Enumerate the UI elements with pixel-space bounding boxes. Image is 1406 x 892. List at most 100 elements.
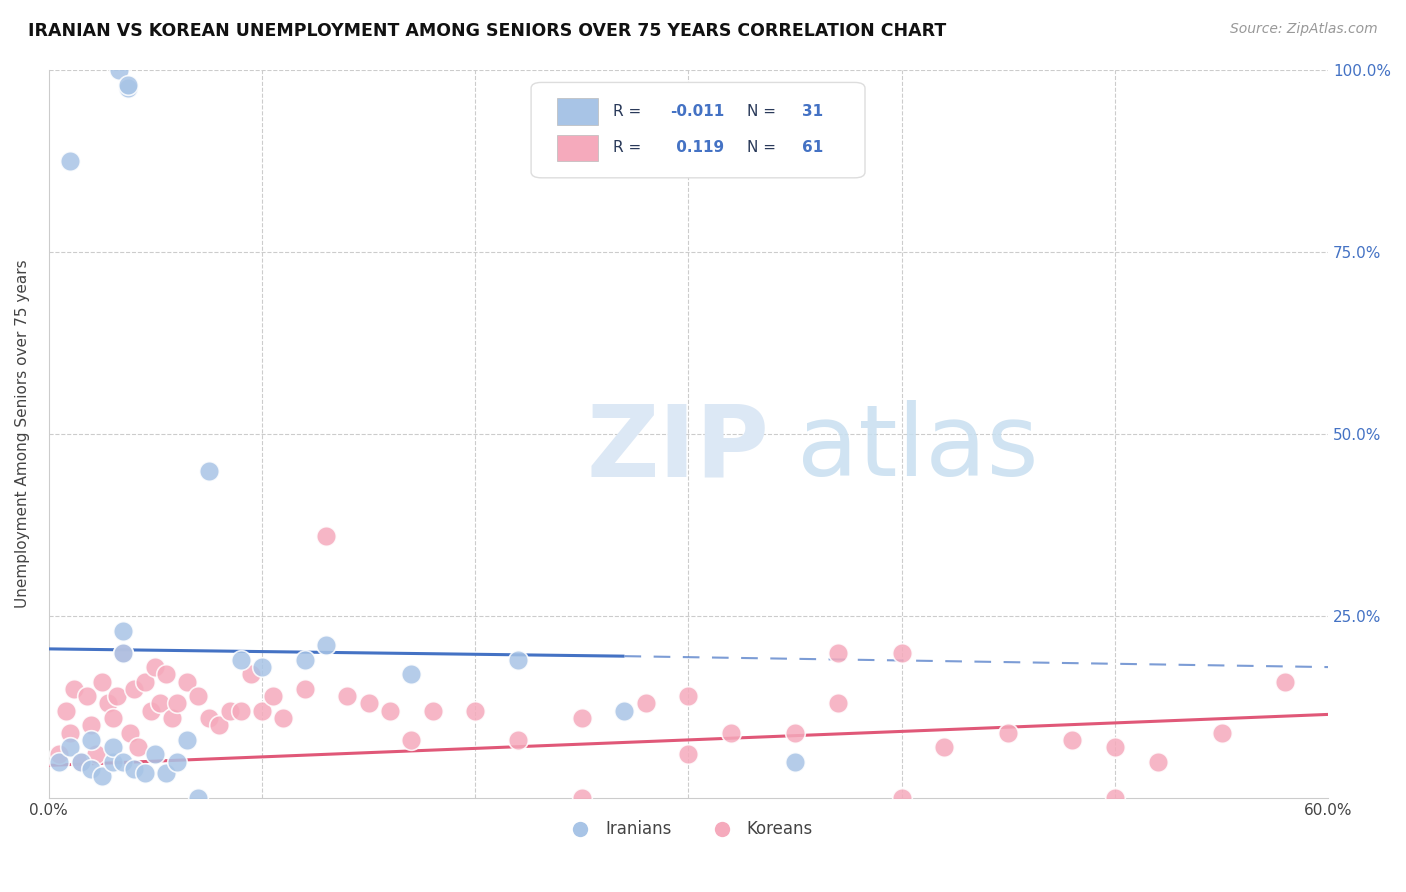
Point <box>69 755 91 769</box>
Point <box>155 667 177 681</box>
Point <box>122 681 145 696</box>
Point <box>422 704 444 718</box>
Point <box>262 690 284 704</box>
Point <box>162 711 184 725</box>
Point <box>1211 725 1233 739</box>
Point <box>101 740 124 755</box>
Point <box>101 755 124 769</box>
Text: ZIP: ZIP <box>586 401 769 497</box>
Point <box>80 718 103 732</box>
Point <box>678 747 700 762</box>
Point <box>59 740 82 755</box>
Text: Source: ZipAtlas.com: Source: ZipAtlas.com <box>1230 22 1378 37</box>
Point <box>219 704 242 718</box>
Point <box>890 791 912 805</box>
Point <box>48 747 70 762</box>
Point <box>117 81 139 95</box>
Text: N =: N = <box>748 104 782 119</box>
Point <box>69 755 91 769</box>
Text: IRANIAN VS KOREAN UNEMPLOYMENT AMONG SENIORS OVER 75 YEARS CORRELATION CHART: IRANIAN VS KOREAN UNEMPLOYMENT AMONG SEN… <box>28 22 946 40</box>
FancyBboxPatch shape <box>557 98 598 125</box>
Point <box>464 704 486 718</box>
Point <box>229 653 252 667</box>
Point <box>105 690 128 704</box>
Point <box>112 624 135 638</box>
Point <box>166 755 188 769</box>
Point <box>1274 674 1296 689</box>
Point <box>827 697 849 711</box>
Point <box>187 690 209 704</box>
Point <box>145 660 167 674</box>
Point <box>55 704 77 718</box>
Point <box>112 646 135 660</box>
Point <box>250 704 273 718</box>
Point <box>271 711 294 725</box>
Point <box>357 697 380 711</box>
Legend: Iranians, Koreans: Iranians, Koreans <box>557 814 820 845</box>
Point <box>294 681 316 696</box>
Point <box>890 646 912 660</box>
Point <box>208 718 231 732</box>
FancyBboxPatch shape <box>557 135 598 161</box>
FancyBboxPatch shape <box>531 82 865 178</box>
Point <box>783 725 806 739</box>
Point <box>91 769 114 783</box>
Point <box>240 667 263 681</box>
Point <box>506 732 529 747</box>
Point <box>613 704 636 718</box>
Text: -0.011: -0.011 <box>671 104 724 119</box>
Point <box>76 690 98 704</box>
Point <box>229 704 252 718</box>
Point <box>336 690 359 704</box>
Point <box>176 674 198 689</box>
Point <box>112 646 135 660</box>
Point <box>783 755 806 769</box>
Point <box>176 732 198 747</box>
Point <box>149 697 172 711</box>
Point <box>250 660 273 674</box>
Point <box>118 725 141 739</box>
Point <box>187 791 209 805</box>
Point <box>145 747 167 762</box>
Point <box>117 78 139 92</box>
Point <box>155 765 177 780</box>
Point <box>399 732 422 747</box>
Point <box>1104 791 1126 805</box>
Point <box>997 725 1019 739</box>
Point <box>134 765 156 780</box>
Point <box>139 704 162 718</box>
Y-axis label: Unemployment Among Seniors over 75 years: Unemployment Among Seniors over 75 years <box>15 260 30 608</box>
Point <box>80 732 103 747</box>
Point <box>1104 740 1126 755</box>
Point <box>571 791 593 805</box>
Point <box>571 711 593 725</box>
Point <box>97 697 120 711</box>
Point <box>678 690 700 704</box>
Point <box>112 755 135 769</box>
Text: 0.119: 0.119 <box>671 140 724 155</box>
Point <box>91 674 114 689</box>
Point <box>315 529 337 543</box>
Point <box>294 653 316 667</box>
Point <box>84 747 107 762</box>
Text: 31: 31 <box>803 104 824 119</box>
Point <box>399 667 422 681</box>
Point <box>934 740 956 755</box>
Text: R =: R = <box>613 140 647 155</box>
Point <box>134 674 156 689</box>
Text: 61: 61 <box>803 140 824 155</box>
Point <box>80 762 103 776</box>
Point <box>1146 755 1168 769</box>
Point <box>59 725 82 739</box>
Point <box>720 725 742 739</box>
Point <box>506 653 529 667</box>
Point <box>48 755 70 769</box>
Point <box>197 463 219 477</box>
Text: N =: N = <box>748 140 782 155</box>
Point <box>108 63 131 78</box>
Point <box>827 646 849 660</box>
Point <box>127 740 149 755</box>
Point <box>634 697 657 711</box>
Point <box>59 154 82 169</box>
Point <box>63 681 86 696</box>
